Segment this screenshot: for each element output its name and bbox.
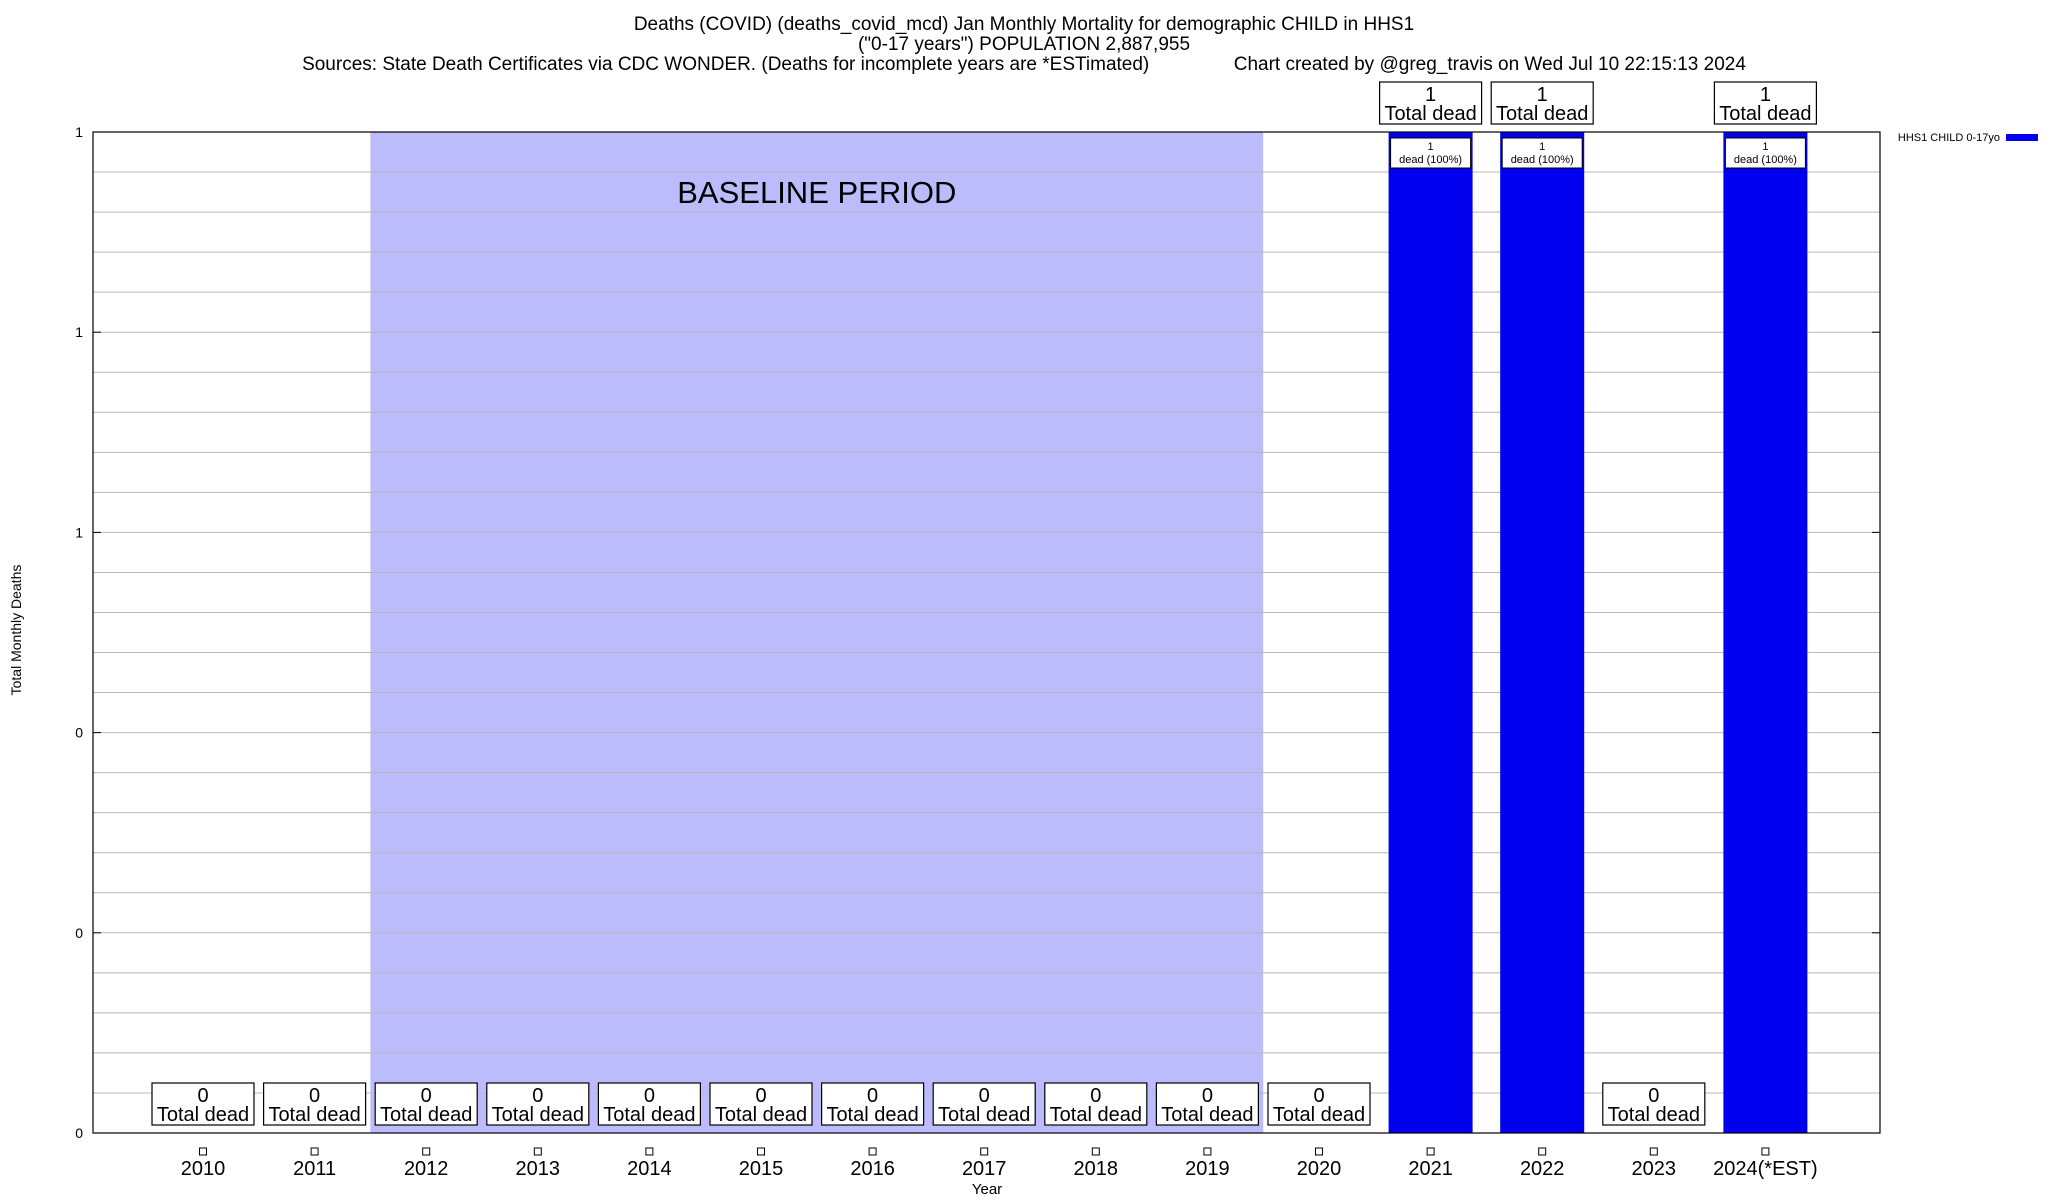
x-tick-marker [981, 1148, 988, 1155]
x-tick-label: 2017 [962, 1158, 1007, 1180]
y-tick-label: 0 [75, 725, 83, 741]
x-tick-marker [1427, 1148, 1434, 1155]
x-tick-marker [758, 1148, 765, 1155]
x-tick-label: 2021 [1408, 1158, 1453, 1180]
x-tick-label: 2010 [181, 1158, 226, 1180]
total-dead-caption: Total dead [1608, 1104, 1700, 1126]
x-tick-label: 2024(*EST) [1713, 1158, 1818, 1180]
bar-value-percent: dead (100%) [1511, 154, 1574, 166]
total-dead-caption: Total dead [826, 1104, 918, 1126]
legend-label: HHS1 CHILD 0-17yo [1898, 132, 2000, 144]
total-dead-caption: Total dead [1273, 1104, 1365, 1126]
bar-value-percent: dead (100%) [1734, 154, 1797, 166]
bar-value-count: 1 [1539, 141, 1545, 153]
x-tick-label: 2018 [1074, 1158, 1119, 1180]
total-dead-caption: Total dead [268, 1104, 360, 1126]
baseline-period-label: BASELINE PERIOD [677, 175, 956, 210]
total-dead-caption: Total dead [938, 1104, 1030, 1126]
legend-swatch [2006, 134, 2038, 141]
x-tick-marker [200, 1148, 207, 1155]
total-dead-caption: Total dead [1384, 103, 1476, 125]
total-dead-caption: Total dead [1050, 1104, 1142, 1126]
baseline-period-band [370, 132, 1263, 1133]
total-dead-caption: Total dead [715, 1104, 807, 1126]
y-tick-label: 1 [75, 524, 83, 540]
total-dead-caption: Total dead [157, 1104, 249, 1126]
bar [1500, 132, 1584, 1133]
x-tick-label: 2014 [627, 1158, 672, 1180]
bar-value-count: 1 [1762, 141, 1768, 153]
bar-value-percent: dead (100%) [1399, 154, 1462, 166]
x-tick-marker [869, 1148, 876, 1155]
x-tick-label: 2011 [293, 1158, 336, 1180]
x-tick-marker [1092, 1148, 1099, 1155]
total-dead-caption: Total dead [492, 1104, 584, 1126]
x-tick-label: 2012 [404, 1158, 449, 1180]
x-tick-marker [1650, 1148, 1657, 1155]
x-tick-label: 2023 [1632, 1158, 1677, 1180]
x-tick-label: 2022 [1520, 1158, 1565, 1180]
x-tick-marker [1762, 1148, 1769, 1155]
x-tick-marker [423, 1148, 430, 1155]
x-tick-marker [646, 1148, 653, 1155]
x-axis-label: Year [972, 1181, 1002, 1198]
x-tick-label: 2013 [516, 1158, 561, 1180]
y-tick-label: 0 [75, 1125, 83, 1141]
bar-value-count: 1 [1428, 141, 1434, 153]
x-tick-label: 2020 [1297, 1158, 1342, 1180]
bar [1723, 132, 1807, 1133]
total-dead-caption: Total dead [1161, 1104, 1253, 1126]
y-tick-label: 0 [75, 925, 83, 941]
x-tick-marker [1539, 1148, 1546, 1155]
total-dead-caption: Total dead [603, 1104, 695, 1126]
bar [1389, 132, 1473, 1133]
x-tick-label: 2015 [739, 1158, 784, 1180]
total-dead-caption: Total dead [1496, 103, 1588, 125]
x-tick-marker [1316, 1148, 1323, 1155]
x-tick-label: 2016 [850, 1158, 895, 1180]
total-dead-caption: Total dead [1719, 103, 1811, 125]
y-tick-label: 1 [75, 324, 83, 340]
x-tick-marker [1204, 1148, 1211, 1155]
x-tick-marker [534, 1148, 541, 1155]
x-tick-label: 2019 [1185, 1158, 1230, 1180]
total-dead-caption: Total dead [380, 1104, 472, 1126]
y-tick-label: 1 [75, 124, 83, 140]
x-tick-marker [311, 1148, 318, 1155]
